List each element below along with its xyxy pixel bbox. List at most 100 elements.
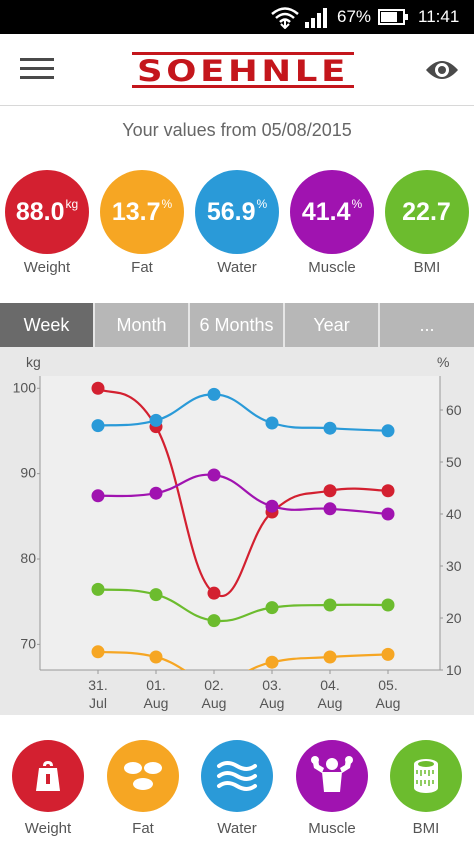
metric-water[interactable]: 56.9% Water [195,170,279,280]
x-tick-label-day: 02. [204,677,223,693]
metric-weight[interactable]: 88.0 kg Weight [5,170,89,280]
fat-icon [124,762,162,790]
data-point [381,598,395,612]
tab-more[interactable]: ... [380,303,474,347]
metric-value: 22.7 [402,197,451,226]
data-point [91,582,105,596]
app-bar: SOEHNLE [0,34,474,106]
right-tick-label: 50 [446,454,462,470]
metric-circle: 41.4% [290,170,374,254]
category-weight[interactable]: Weight [12,740,84,837]
data-point [381,424,395,438]
category-label: Fat [132,820,154,837]
data-point [149,650,163,664]
category-label: Weight [24,820,72,837]
data-point [381,507,395,521]
data-point [91,419,105,433]
tab-year[interactable]: Year [285,303,380,347]
category-fat[interactable]: Fat [107,740,179,837]
x-tick-label-month: Aug [144,695,169,711]
tab-month[interactable]: Month [95,303,190,347]
metric-label: Muscle [308,259,356,276]
x-tick-label-month: Aug [376,695,401,711]
data-point [149,486,163,500]
category-circle [296,740,368,812]
wifi-icon [271,7,299,29]
bmi-icon [414,759,438,793]
metric-circle: 56.9% [195,170,279,254]
x-tick-label-day: 04. [320,677,339,693]
data-point [91,489,105,503]
metric-unit: % [351,197,363,211]
category-bar: Weight Fat Water [0,715,474,842]
metric-circle: 88.0 kg [5,170,89,254]
data-point [207,586,221,600]
data-point [91,645,105,659]
category-water[interactable]: Water [201,740,273,837]
data-point [381,484,395,498]
period-tabs: Week Month 6 Months Year ... [0,303,474,347]
status-bar: 67% 11:41 [0,0,474,34]
battery-icon [378,9,408,25]
data-point [381,647,395,661]
metric-label: Water [217,259,257,276]
right-tick-label: 40 [446,506,462,522]
data-point [91,381,105,395]
left-tick-label: 70 [20,635,36,651]
metric-circle: 22.7 [385,170,469,254]
data-point [265,601,279,615]
battery-percent: 67% [337,7,372,26]
metric-bmi[interactable]: 22.7 BMI [385,170,469,280]
right-tick-label: 30 [446,558,462,574]
x-tick-label-month: Jul [89,695,107,711]
metric-fat[interactable]: 13.7% Fat [100,170,184,280]
chart-area: kg% 100 90 80 70 60 50 40 30 20 10 31. Jul 01. Aug 02. A… [0,347,474,715]
x-tick-label-day: 03. [262,677,281,693]
data-point [265,416,279,430]
series-bmi [91,582,395,628]
category-muscle[interactable]: Muscle [296,740,368,837]
left-tick-label: 90 [20,465,36,481]
data-point [323,598,337,612]
x-tick-label-month: Aug [260,695,285,711]
signal-icon [305,8,327,28]
metric-label: BMI [413,259,441,276]
metric-unit: % [161,197,173,211]
logo-text: SOEHNLE [137,54,349,88]
data-point [207,614,221,628]
data-point [207,387,221,401]
series-water [91,387,395,438]
x-tick-label-month: Aug [202,695,227,711]
menu-icon[interactable] [20,58,54,82]
category-label: Water [217,820,257,837]
data-point [265,499,279,513]
metric-value: 13.7 [111,197,161,226]
left-tick-label: 80 [20,550,36,566]
category-circle [390,740,462,812]
series-muscle [91,468,395,521]
metric-value: 41.4 [301,197,351,226]
right-tick-label: 60 [446,402,462,418]
category-label: Muscle [308,820,356,837]
data-point [323,502,337,516]
data-point [149,413,163,427]
category-circle [12,740,84,812]
category-label: BMI [412,820,440,837]
soehnle-logo: SOEHNLE [132,52,354,88]
clock: 11:41 [418,7,460,26]
series-fat [91,645,395,670]
metric-label: Weight [23,259,71,276]
water-icon [217,761,257,791]
metric-circle: 13.7% [100,170,184,254]
eye-icon[interactable] [424,56,460,84]
tab-6-months[interactable]: 6 Months [190,303,285,347]
metric-muscle[interactable]: 41.4% Muscle [290,170,374,280]
data-point [323,421,337,435]
category-circle [107,740,179,812]
category-bmi[interactable]: BMI [390,740,462,837]
metric-label: Fat [131,259,153,276]
data-point [149,588,163,602]
metric-value: 88.0 [15,197,65,226]
weight-icon [36,761,60,791]
tab-week[interactable]: Week [0,303,95,347]
